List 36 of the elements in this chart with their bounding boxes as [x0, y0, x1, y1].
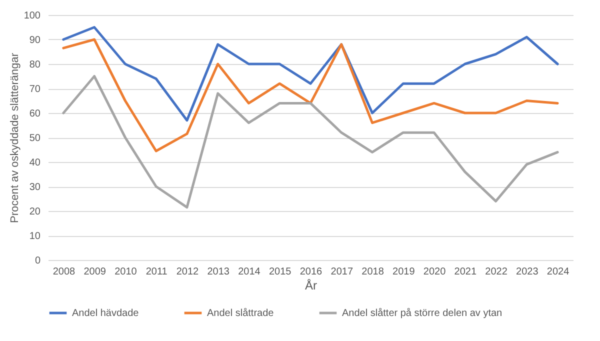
- y-tick-label: 90: [29, 35, 41, 46]
- y-axis-title: Procent av oskyddade slätterängar: [8, 52, 21, 223]
- y-tick-label: 60: [29, 108, 41, 120]
- x-tick-label: 2020: [423, 266, 446, 278]
- x-tick-label: 2024: [546, 266, 570, 278]
- y-tick-label: 100: [24, 10, 41, 22]
- line-series: [62, 38, 559, 152]
- legend-label: Andel slåttrade: [207, 307, 274, 319]
- x-tick-label: 2012: [176, 266, 200, 278]
- y-tick-label: 70: [29, 84, 41, 95]
- y-tick-label: 80: [29, 60, 41, 70]
- x-tick-label: 2013: [207, 266, 230, 278]
- x-tick-label: 2018: [362, 266, 384, 278]
- y-tick-label: 20: [29, 206, 41, 218]
- y-tick-label: 50: [29, 133, 41, 144]
- x-tick-label: 2014: [238, 266, 261, 278]
- x-tick-label: 2019: [392, 266, 416, 278]
- x-tick-label: 2010: [114, 266, 138, 278]
- x-tick-label: 2016: [300, 266, 323, 278]
- y-tick-label: 10: [29, 231, 41, 242]
- legend-label: Andel slåtter på större delen av ytan: [342, 307, 502, 319]
- line-series: [62, 75, 559, 209]
- x-tick-label: 2021: [454, 266, 477, 278]
- x-tick-label: 2023: [516, 266, 539, 278]
- y-tick-label: 0: [34, 256, 41, 266]
- legend-label: Andel hävdade: [72, 308, 140, 319]
- x-tick-label: 2022: [485, 266, 508, 278]
- x-tick-label: 2008: [52, 266, 76, 278]
- y-tick-label: 30: [29, 182, 41, 193]
- line-series: [62, 26, 559, 122]
- x-tick-label: 2009: [84, 266, 106, 278]
- x-tick-label: 2017: [330, 266, 354, 278]
- x-axis-title: År: [305, 278, 318, 292]
- y-tick-label: 40: [29, 158, 41, 168]
- x-tick-label: 2011: [146, 266, 168, 278]
- x-tick-label: 2015: [268, 266, 292, 278]
